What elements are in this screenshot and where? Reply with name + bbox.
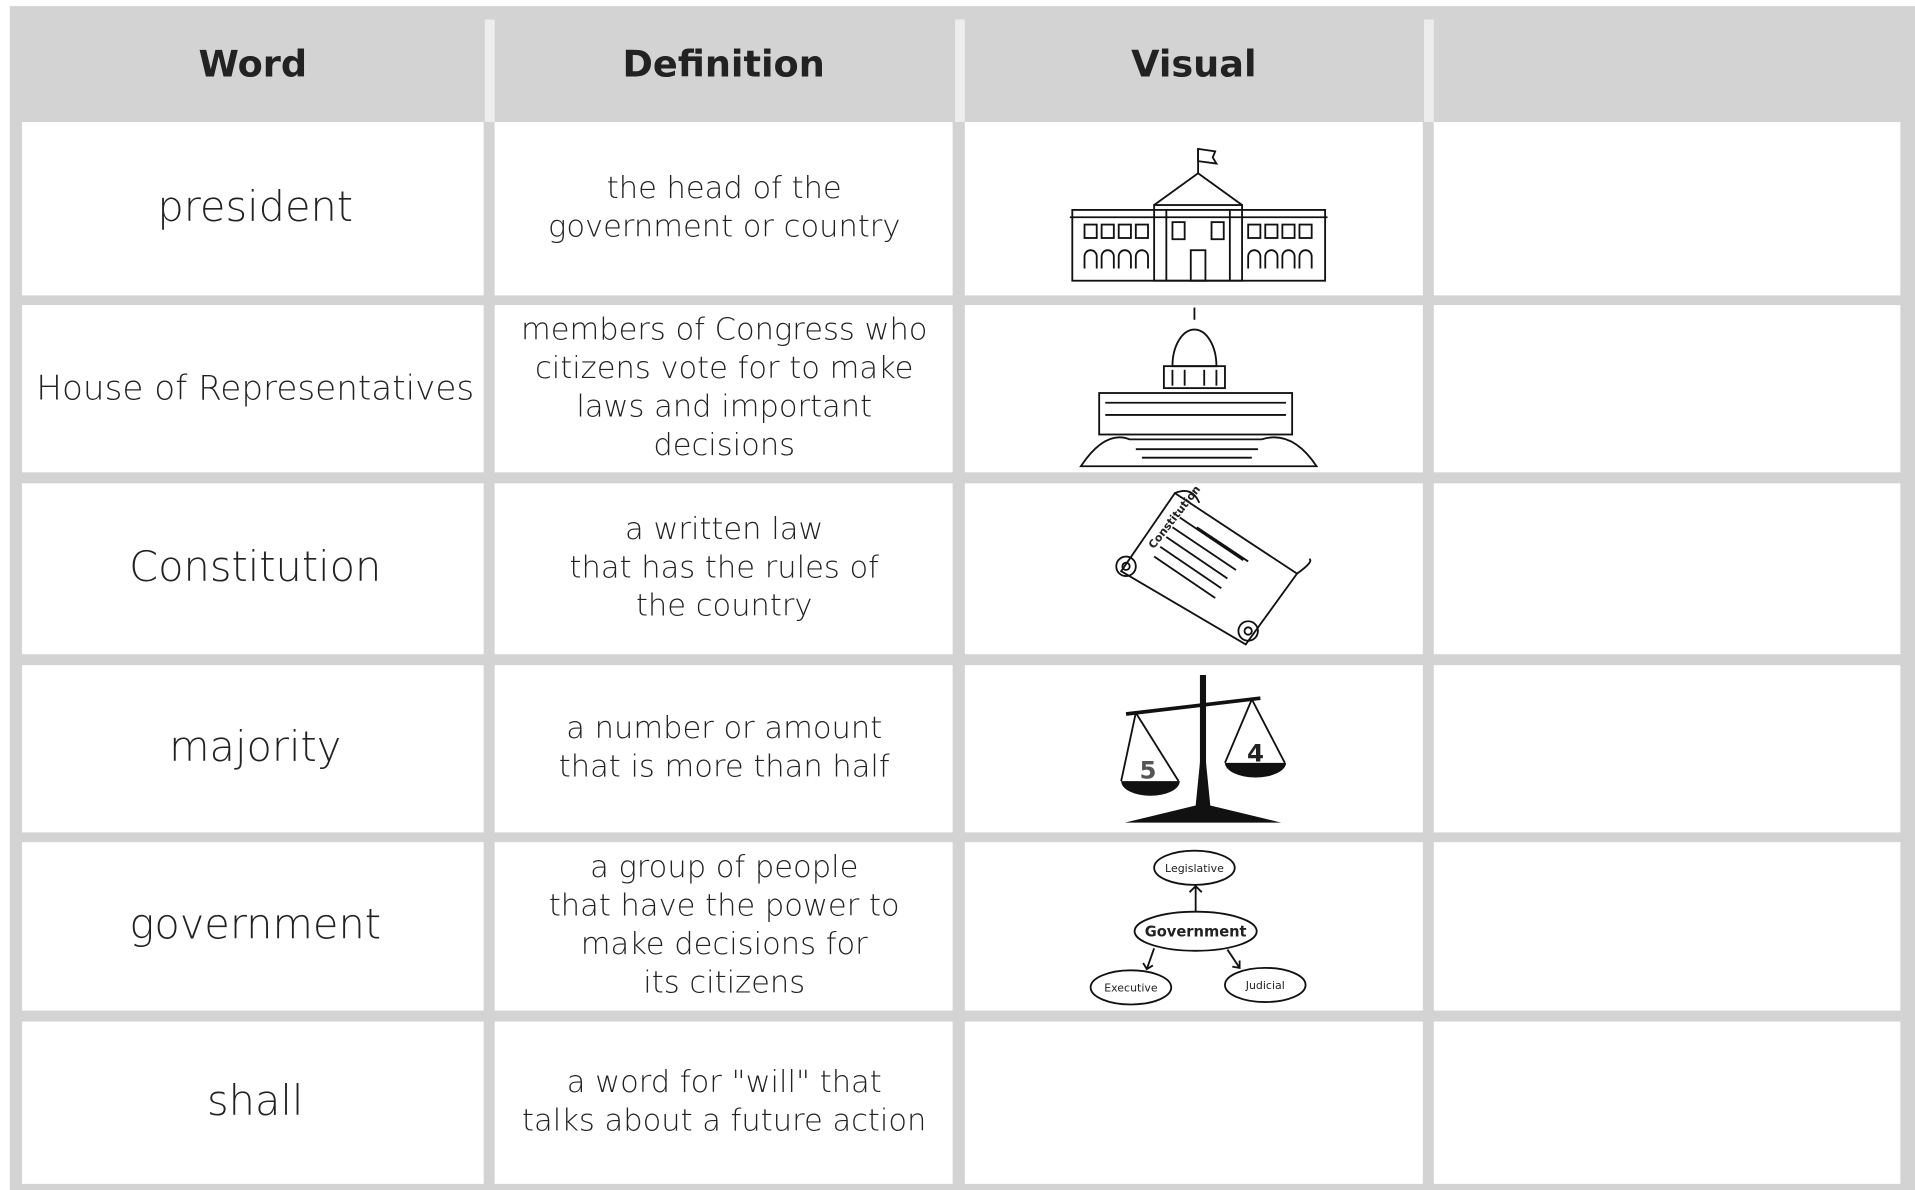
table-cell [964,1021,1423,1184]
table-cell [494,842,953,1011]
definition-line: members of Congress who [521,313,928,348]
table-cell [964,665,1423,833]
definition-line: a number or amount [566,711,882,746]
diagram-node: Legislative [1165,862,1224,875]
scale-left-number: 5 [1140,755,1157,784]
table-cell [21,665,484,833]
word: Constitution [129,542,381,591]
table-cell [21,305,484,473]
scales-icon [1120,674,1287,823]
definition-line: a word for "will" that [567,1065,882,1100]
table-cell [1433,305,1901,473]
word: House of Representatives [36,368,474,408]
table-cell [494,122,953,296]
definition-line: talks about a future action [522,1103,926,1138]
table-cell [1433,665,1901,833]
column-header: Visual [1131,42,1256,85]
cells [21,9,1901,1184]
definition-line: laws and important [576,389,872,424]
header-separator [1424,19,1434,123]
table-cell [1433,1021,1901,1184]
word: majority [169,722,341,771]
table-cell [1433,483,1901,655]
table-cell [494,1021,953,1184]
table-cell [494,483,953,655]
header-cell [494,9,953,123]
definition-line: government or country [548,209,900,244]
table-cell [494,305,953,473]
header-separator [484,19,495,123]
definition-line: its citizens [643,966,805,1001]
diagram-node: Executive [1104,982,1158,995]
table-cell [964,842,1423,1011]
definition-line: the head of the [607,171,842,206]
definition-line: decisions [653,428,795,463]
header-cell [1433,9,1901,123]
definition-line: a written law [625,512,823,547]
definition-line: the country [636,589,813,624]
word: president [157,182,353,231]
word: government [129,900,381,949]
table-cell [21,483,484,655]
definition-line: that has the rules of [570,550,880,585]
definition-line: a group of people [590,850,858,885]
column-header: Word [199,42,308,85]
diagram-node: Government [1145,923,1247,940]
table-cell [494,665,953,833]
table-cell [1433,122,1901,296]
table-cell [964,122,1423,296]
table-cell [21,122,484,296]
definition-line: make decisions for [581,927,868,962]
definition-line: that have the power to [549,889,900,924]
white-house-icon [1069,147,1328,282]
definition-line: citizens vote for to make [535,351,914,386]
column-header: Definition [622,42,824,85]
header-cell [964,9,1423,123]
diagram-node: Judicial [1245,979,1285,992]
header-separator [955,19,965,123]
constitution-scroll-icon [1115,490,1312,646]
definition-line: that is more than half [559,750,890,785]
table-cell [21,1021,484,1184]
word: shall [207,1076,303,1125]
header-cell [21,9,484,123]
scale-right-number: 4 [1247,738,1264,767]
table-cell [1433,842,1901,1011]
table-cell [21,842,484,1011]
government-diagram-icon [1089,849,1307,1006]
capitol-icon [1079,307,1319,468]
